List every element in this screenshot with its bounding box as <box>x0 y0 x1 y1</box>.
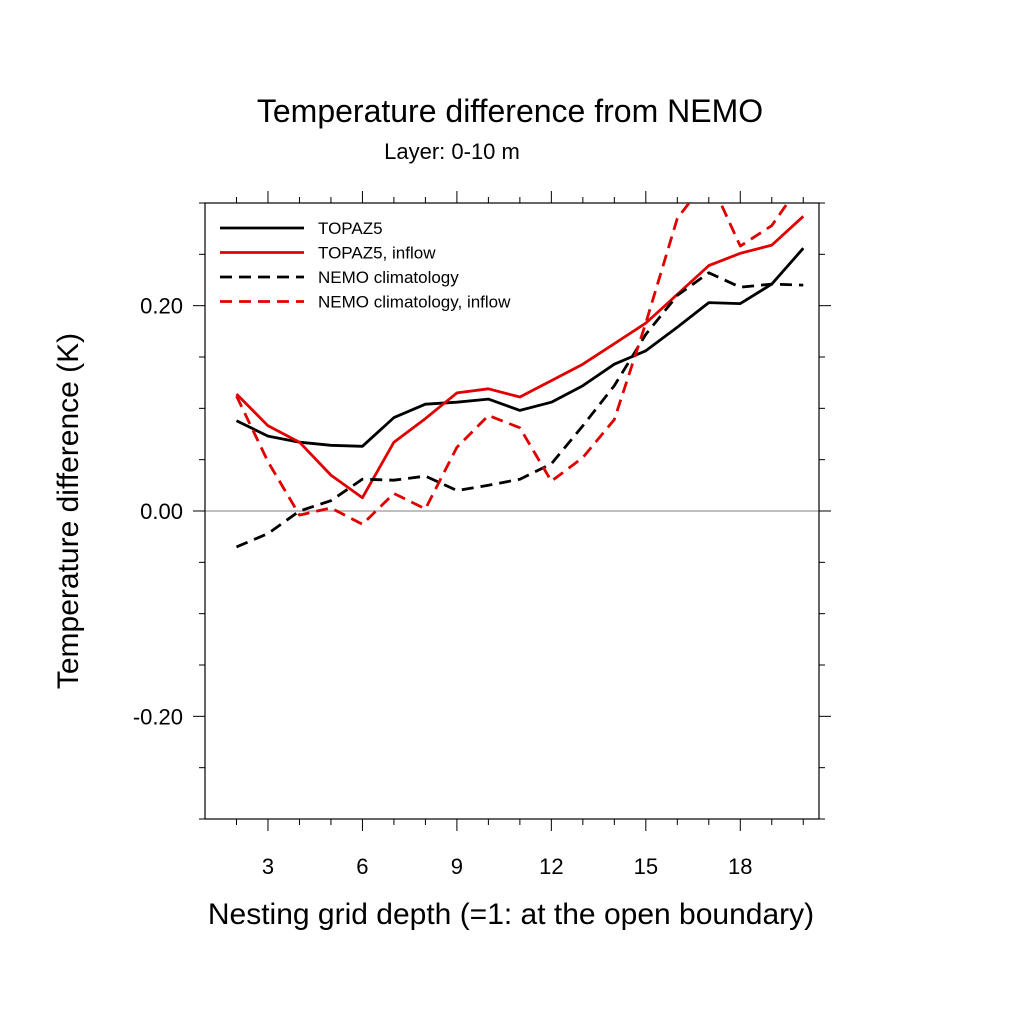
x-axis-label: Nesting grid depth (=1: at the open boun… <box>208 898 814 931</box>
y-tick-label: -0.20 <box>133 704 183 729</box>
y-tick-label: 0.00 <box>140 499 183 524</box>
series-group <box>235 203 805 549</box>
x-tick-label: 3 <box>262 854 274 879</box>
legend-label: NEMO climatology, inflow <box>318 293 511 312</box>
legend-label: TOPAZ5 <box>318 219 383 238</box>
series-line <box>235 271 804 549</box>
series-line <box>235 215 805 500</box>
x-tick-label: 6 <box>356 854 368 879</box>
series-line <box>235 203 790 526</box>
legend: TOPAZ5 TOPAZ5, inflow NEMO climatology NEMO… <box>220 219 511 312</box>
x-tick-label: 9 <box>451 854 463 879</box>
y-axis-label: Temperature difference (K) <box>52 333 85 689</box>
chart-title: Temperature difference from NEMO <box>257 93 763 129</box>
x-tick-label: 15 <box>634 854 658 879</box>
legend-label: TOPAZ5, inflow <box>318 244 436 263</box>
chart-subtitle: Layer: 0-10 m <box>384 139 520 164</box>
x-tick-label: 18 <box>728 854 752 879</box>
x-tick-label: 12 <box>539 854 563 879</box>
plot-area: 3 6 9 12 15 18 -0.20 0.00 0.20 TOPAZ5 TOPAZ5, infl… <box>133 191 831 879</box>
y-tick-label: 0.20 <box>140 294 183 319</box>
series-line <box>235 247 805 448</box>
legend-label: NEMO climatology <box>318 268 459 287</box>
